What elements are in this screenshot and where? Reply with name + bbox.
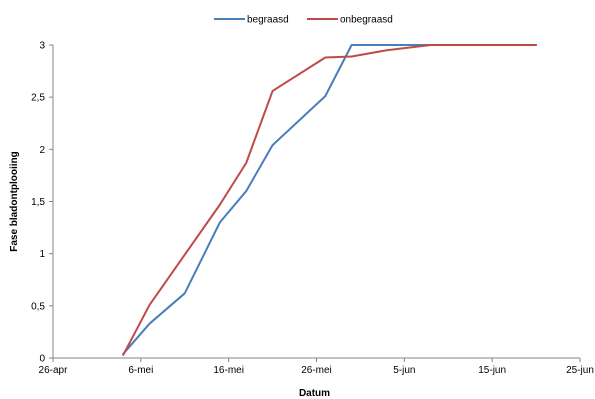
y-axis-title: Fase bladontplooiing [9,151,20,252]
y-axis: 0 0,5 1 1,5 2 2,5 3 [31,41,53,365]
y-tick-label: 0,5 [31,301,45,312]
series-line-onbegraasd [122,44,538,356]
x-tick-label: 26-mei [301,365,332,376]
y-tick-label: 0 [39,354,45,365]
x-tick-label: 25-jun [566,365,594,376]
y-tick-label: 3 [39,41,45,52]
y-tick-label: 1 [39,249,45,260]
y-tick-label: 1,5 [31,197,45,208]
y-tick-label: 2 [39,145,45,156]
x-axis: 26-apr 6-mei 16-mei 26-mei 5-jun 15-jun 25-jun [39,358,594,376]
x-tick-label: 26-apr [39,365,69,376]
legend: begraasd onbegraasd [214,15,393,26]
x-tick-label: 6-mei [128,365,153,376]
x-tick-label: 15-jun [478,365,506,376]
x-axis-title: Datum [299,388,330,399]
y-tick-label: 2,5 [31,93,45,104]
series-line-begraasd [122,44,538,355]
plot-area: 0 0,5 1 1,5 2 2,5 3 26-apr 6-mei 16-mei 26-mei 5-j… [31,41,594,377]
series-group [122,44,538,356]
x-tick-label: 16-mei [213,365,244,376]
x-tick-label: 5-jun [393,365,415,376]
legend-label-onbegraasd: onbegraasd [340,15,393,26]
legend-label-begraasd: begraasd [247,15,289,26]
